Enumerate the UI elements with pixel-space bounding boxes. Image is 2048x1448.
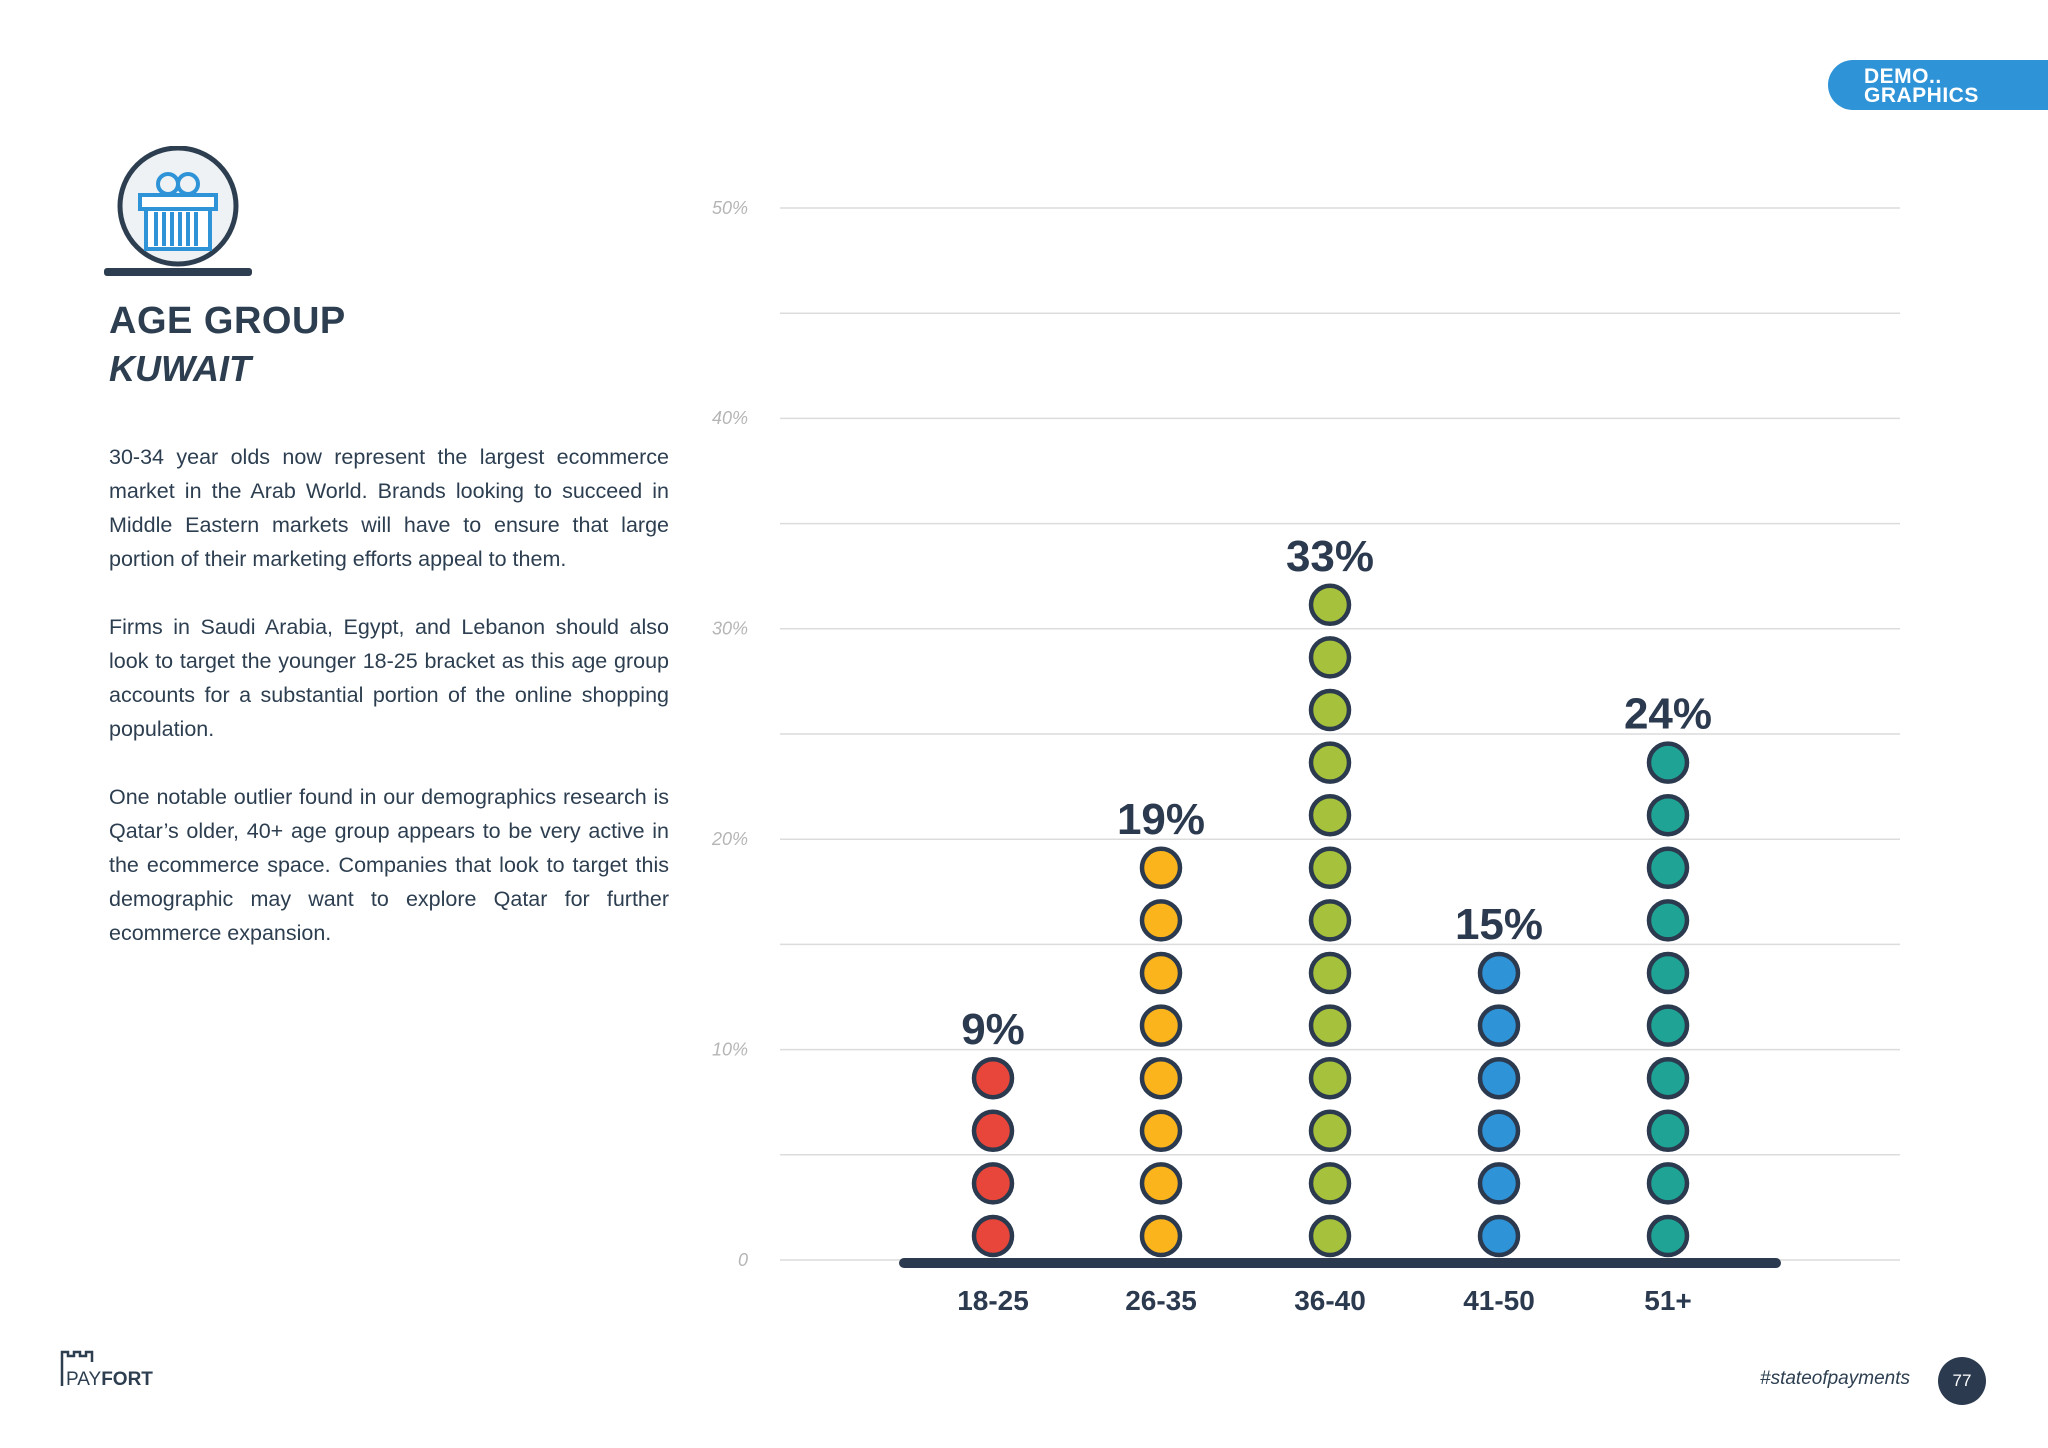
bar-dot-51+ [1646, 951, 1690, 995]
bar-dot-51+ [1646, 1109, 1690, 1153]
bar-dot-51+ [1646, 793, 1690, 837]
page-subtitle: KUWAIT [109, 348, 251, 389]
page-number: 77 [1938, 1357, 1986, 1405]
bar-dot-26-35 [1139, 1214, 1183, 1258]
paragraph: Firms in Saudi Arabia, Egypt, and Lebano… [109, 615, 669, 741]
bar-dot-51+ [1646, 1162, 1690, 1205]
bar-dot-26-35 [1139, 846, 1183, 890]
section-tag-demographics: DEMO.. GRAPHICS [1828, 60, 2048, 110]
bar-dot-26-35 [1139, 951, 1183, 995]
bar-dot-26-35 [1139, 1109, 1183, 1153]
bar-dot-26-35 [1139, 1162, 1183, 1205]
x-tick-label-51+: 51+ [1644, 1285, 1692, 1316]
bar-dot-36-40 [1308, 1214, 1352, 1258]
y-tick-label: 0 [738, 1250, 748, 1270]
bar-dot-36-40 [1308, 846, 1352, 890]
value-label-36-40: 33% [1286, 532, 1374, 581]
bar-dot-18-25 [971, 1109, 1015, 1153]
section-tag-line2: GRAPHICS [1864, 84, 1979, 107]
bar-dot-36-40 [1308, 1004, 1352, 1047]
svg-text:PAYFORT: PAYFORT [66, 1369, 153, 1390]
value-label-51+: 24% [1624, 690, 1712, 739]
bar-dot-18-25 [971, 1214, 1015, 1258]
bar-dot-36-40 [1308, 1109, 1352, 1153]
bar-dot-36-40 [1308, 1162, 1352, 1205]
bar-dot-36-40 [1308, 951, 1352, 995]
value-label-26-35: 19% [1117, 795, 1205, 844]
bar-dot-51+ [1646, 741, 1690, 784]
page-title: AGE GROUP [109, 300, 346, 342]
bar-dot-26-35 [1139, 1004, 1183, 1047]
bar-dot-51+ [1646, 1056, 1690, 1100]
payfort-logo: PAYFORT [58, 1348, 178, 1392]
y-tick-label: 10% [712, 1039, 748, 1059]
body-text: 30-34 year olds now represent the larges… [109, 440, 669, 984]
bar-dot-26-35 [1139, 1056, 1183, 1100]
bar-dot-36-40 [1308, 636, 1352, 679]
bar-dot-41-50 [1477, 1214, 1521, 1258]
bar-dot-41-50 [1477, 1056, 1521, 1100]
section-tag-line1: DEMO.. [1864, 65, 1942, 88]
x-tick-label-26-35: 26-35 [1125, 1285, 1197, 1316]
bar-dot-41-50 [1477, 1004, 1521, 1047]
bar-dot-36-40 [1308, 899, 1352, 942]
x-tick-label-36-40: 36-40 [1294, 1285, 1366, 1316]
y-tick-label: 40% [712, 408, 748, 428]
bar-dot-36-40 [1308, 741, 1352, 784]
bar-dot-26-35 [1139, 899, 1183, 942]
bar-dot-36-40 [1308, 688, 1352, 732]
bar-dot-36-40 [1308, 583, 1352, 627]
bar-dot-36-40 [1308, 793, 1352, 837]
bar-dot-36-40 [1308, 1056, 1352, 1100]
bar-dot-18-25 [971, 1056, 1015, 1100]
y-tick-label: 30% [712, 619, 748, 639]
bar-dot-41-50 [1477, 1109, 1521, 1153]
bar-dot-18-25 [971, 1162, 1015, 1205]
x-tick-label-41-50: 41-50 [1463, 1285, 1535, 1316]
bar-dot-41-50 [1477, 951, 1521, 995]
bar-dot-51+ [1646, 1004, 1690, 1047]
paragraph: 30-34 year olds now represent the larges… [109, 445, 669, 571]
y-tick-label: 20% [711, 829, 748, 849]
value-label-18-25: 9% [961, 1005, 1025, 1054]
gift-icon [104, 145, 252, 278]
paragraph: One notable outlier found in our demogra… [109, 785, 669, 945]
x-tick-label-18-25: 18-25 [957, 1285, 1029, 1316]
y-tick-label: 50% [712, 198, 748, 218]
bar-dot-51+ [1646, 846, 1690, 890]
bar-dot-51+ [1646, 1214, 1690, 1258]
bar-dot-51+ [1646, 899, 1690, 942]
hashtag: #stateofpayments [1760, 1368, 1910, 1389]
bar-dot-41-50 [1477, 1162, 1521, 1205]
value-label-41-50: 15% [1455, 900, 1543, 949]
